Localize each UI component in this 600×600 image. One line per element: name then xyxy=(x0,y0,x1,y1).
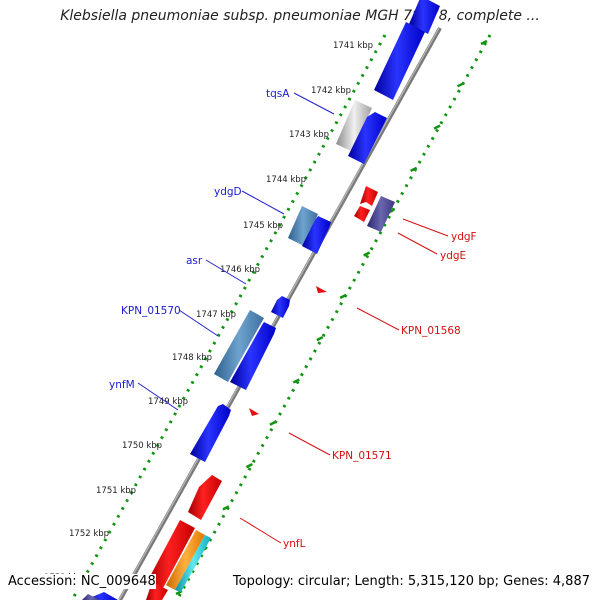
tick-label: 1747 kbp xyxy=(196,310,236,320)
gene-labels: tqsA ydgD asr KPN_01570 ynfM ydgF ydgE KPN_0156… xyxy=(109,88,477,550)
inner-tick-mark xyxy=(480,39,488,46)
gene-KPN_01570[interactable] xyxy=(214,310,264,382)
gene-label-KPN_01571[interactable]: KPN_01571 xyxy=(332,450,392,462)
tick-label: 1752 kbp xyxy=(69,529,109,539)
inner-tick-mark xyxy=(316,336,324,342)
gene-red-lower[interactable] xyxy=(147,520,195,590)
gene-label-ynfM[interactable]: ynfM xyxy=(109,379,135,391)
gene-KPN_01568[interactable] xyxy=(316,286,327,293)
gene-KPN_01570-blue[interactable] xyxy=(230,322,276,390)
tick-label: 1743 kbp xyxy=(289,130,329,140)
gene-block-top-2[interactable] xyxy=(374,22,425,100)
gene-ynfL[interactable] xyxy=(188,475,222,520)
tick-label: 1748 kbp xyxy=(172,353,212,363)
leader-ydgF xyxy=(402,218,449,237)
leader-KPN_01568 xyxy=(356,307,400,331)
tick-label: 1742 kbp xyxy=(311,86,351,96)
label-leaders xyxy=(137,92,449,544)
inner-tick-mark xyxy=(363,251,371,257)
inner-tick-mark xyxy=(433,124,441,130)
inner-tick-mark xyxy=(245,462,253,469)
gene-label-ydgD[interactable]: ydgD xyxy=(214,186,242,198)
gene-asr[interactable] xyxy=(271,296,290,318)
accession-label: Accession: NC_009648 xyxy=(8,574,156,589)
leader-ydgE xyxy=(397,232,438,255)
gene-label-asr[interactable]: asr xyxy=(186,255,203,267)
tick-label: 1750 kbp xyxy=(122,441,162,451)
gene-cyan[interactable] xyxy=(175,535,211,592)
topology-label: Topology: circular; Length: 5,315,120 bp… xyxy=(232,574,590,589)
leader-ydgD xyxy=(241,190,285,215)
tick-label: 1745 kbp xyxy=(243,221,283,231)
tick-label: 1746 kbp xyxy=(220,265,260,275)
inner-tick-mark xyxy=(456,82,465,88)
gene-orange[interactable] xyxy=(166,530,205,590)
inner-tick-mark xyxy=(269,420,277,426)
inner-tick-mark xyxy=(339,293,347,299)
leader-tqsA xyxy=(293,92,335,115)
gene-label-ydgF[interactable]: ydgF xyxy=(451,231,477,243)
leader-ynfL xyxy=(239,517,282,544)
gene-ydgF-2[interactable] xyxy=(354,206,370,222)
gene-label-KPN_01568[interactable]: KPN_01568 xyxy=(401,325,461,337)
gene-tqsA[interactable] xyxy=(336,100,372,152)
forward-strand-genes xyxy=(85,0,440,600)
gene-ydgE[interactable] xyxy=(367,196,395,232)
gene-label-KPN_01570[interactable]: KPN_01570 xyxy=(121,305,181,317)
tick-label: 1744 kbp xyxy=(266,175,306,185)
gene-block-top[interactable] xyxy=(409,0,440,34)
gene-label-tqsA[interactable]: tqsA xyxy=(266,88,290,100)
gene-bottom-grey[interactable] xyxy=(82,594,100,600)
inner-tick-mark xyxy=(222,505,230,511)
gene-label-ynfL[interactable]: ynfL xyxy=(283,538,306,550)
reverse-strand-genes xyxy=(82,186,395,600)
leader-KPN_01571 xyxy=(288,432,331,456)
tick-label: 1741 kbp xyxy=(333,41,373,51)
gene-ydgD-partner[interactable] xyxy=(348,112,387,164)
leader-ynfM xyxy=(137,382,179,411)
gene-ydgD[interactable] xyxy=(288,206,318,246)
inner-tick-mark xyxy=(410,166,418,173)
leader-asr xyxy=(205,259,247,285)
gene-ydgF[interactable] xyxy=(360,186,378,206)
tick-label: 1751 kbp xyxy=(96,486,136,496)
gene-ynfM[interactable] xyxy=(190,404,231,462)
gene-ydgD-blue[interactable] xyxy=(302,216,331,254)
gene-KPN_01571[interactable] xyxy=(249,408,259,416)
leader-KPN_01570 xyxy=(178,309,219,337)
tick-label: 1749 kbp xyxy=(148,397,188,407)
inner-tick-mark xyxy=(292,378,300,384)
gene-label-ydgE[interactable]: ydgE xyxy=(440,250,466,262)
